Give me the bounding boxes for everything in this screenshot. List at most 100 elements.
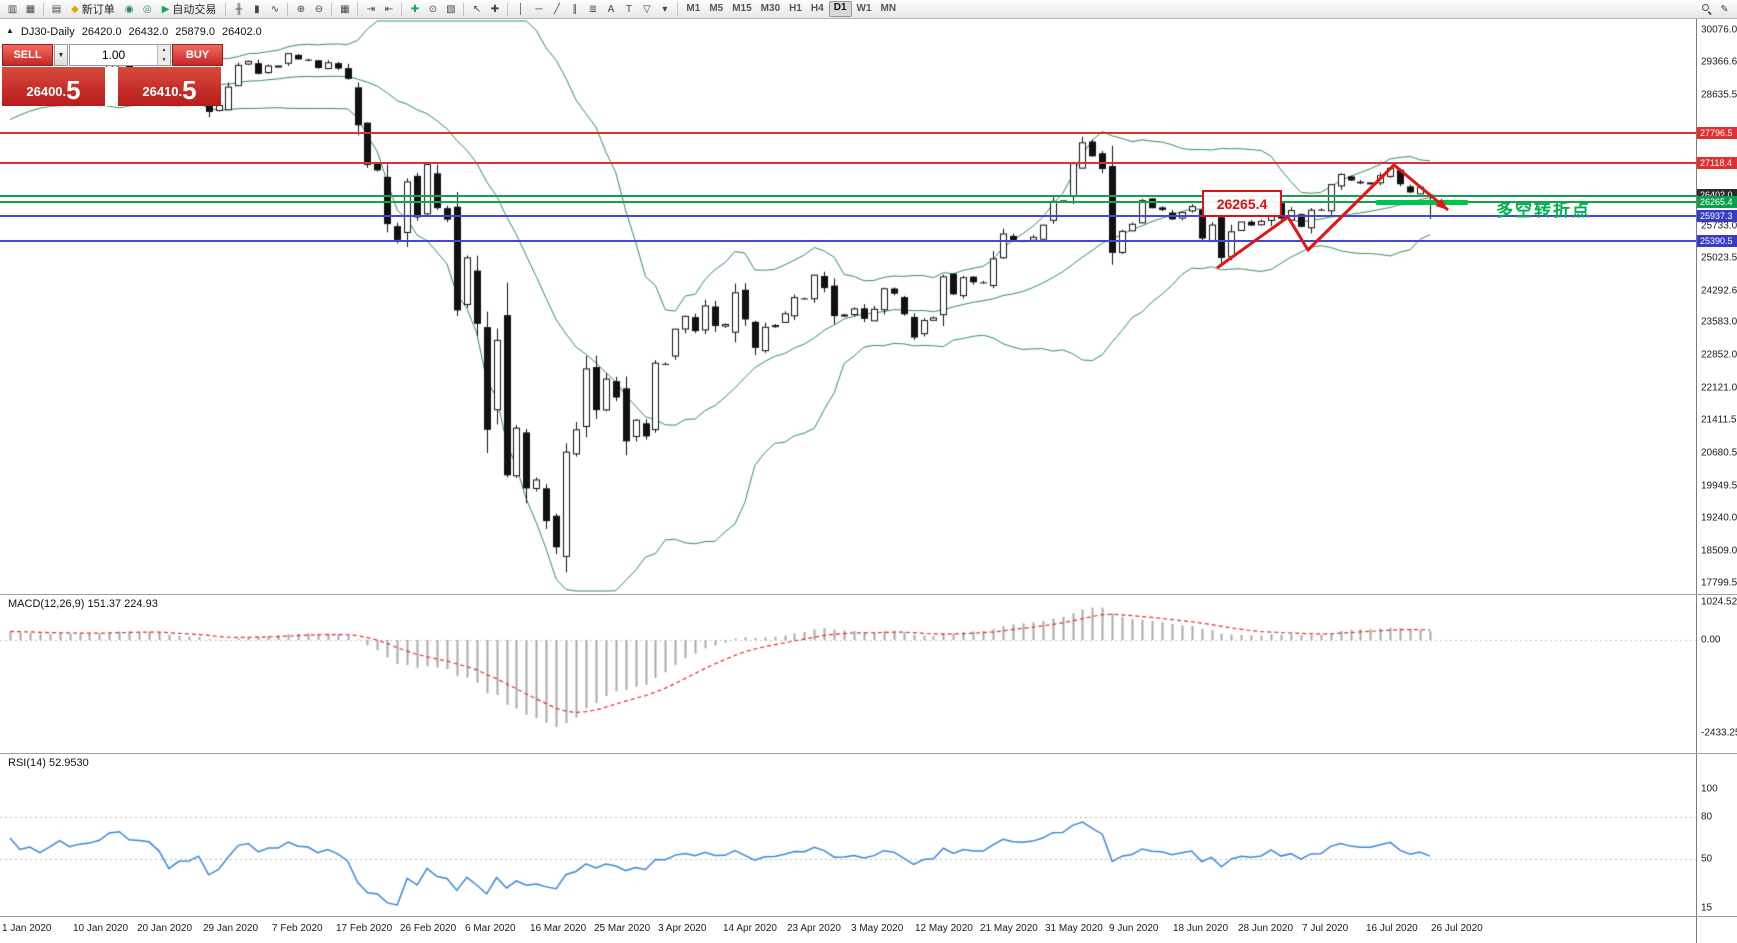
timeframe-button-m5[interactable]: M5	[709, 3, 724, 14]
date-axis-label: 7 Jul 2020	[1302, 923, 1349, 934]
horizontal-line-object[interactable]	[0, 200, 1696, 203]
date-axis-label: 6 Mar 2020	[465, 923, 516, 934]
new-order-button[interactable]: ◆ 新订单	[66, 2, 120, 17]
date-axis-label: 25 Mar 2020	[594, 923, 651, 934]
new-order-button-label: 新订单	[81, 4, 115, 16]
price-scale-label: 25023.5	[1701, 252, 1737, 264]
price-scale-label: 17799.5	[1701, 577, 1737, 589]
indicator-scale-label: 80	[1701, 811, 1713, 823]
window-tile-icon[interactable]: ▦	[25, 3, 36, 15]
price-scale-border	[1696, 19, 1697, 943]
bar-chart-icon[interactable]: ╫	[235, 3, 243, 15]
price-annotation-box[interactable]: 26265.4	[1202, 190, 1282, 217]
date-axis-label: 28 Jun 2020	[1238, 923, 1294, 934]
timeframe-button-h1[interactable]: H1	[789, 3, 802, 14]
indicator-scale-label: 15	[1701, 902, 1713, 914]
buy-button[interactable]: BUY	[172, 44, 223, 66]
date-axis-label: 26 Feb 2020	[400, 923, 457, 934]
fibonacci-icon[interactable]: ≣	[588, 3, 598, 15]
volume-input[interactable]	[70, 45, 157, 65]
timeframe-button-mn[interactable]: MN	[880, 3, 897, 14]
date-axis-label: 23 Apr 2020	[787, 923, 841, 934]
date-axis-label: 20 Jan 2020	[137, 923, 193, 934]
timeframe-button-m1[interactable]: M1	[686, 3, 701, 14]
turning-point-label[interactable]: 多空转折点	[1496, 201, 1591, 220]
toolbar-separator	[507, 2, 509, 16]
grid-icon[interactable]: ▦	[340, 3, 350, 15]
label-icon[interactable]: T	[625, 3, 632, 15]
text-icon[interactable]: A	[607, 3, 615, 15]
timeframe-button-h4[interactable]: H4	[810, 3, 824, 14]
date-axis-label: 1 Jan 2020	[2, 923, 52, 934]
pane-divider[interactable]	[0, 753, 1737, 754]
order-options-dropdown[interactable]: ▼	[54, 44, 68, 66]
market-watch-icon[interactable]: ◉	[124, 3, 134, 15]
price-tag: 25937.3	[1697, 210, 1737, 223]
toolbar-separator	[287, 2, 289, 16]
toolbar-separator	[331, 2, 333, 16]
horizontal-line-icon[interactable]: ─	[535, 3, 543, 15]
trendline-icon[interactable]: ╱	[553, 3, 560, 15]
cursor-icon[interactable]: ↖	[472, 3, 482, 15]
date-axis-label: 3 Apr 2020	[658, 923, 707, 934]
chart-profile-icon[interactable]: ▤	[51, 3, 62, 15]
search-icon[interactable]	[1698, 2, 1715, 17]
new-chart-icon[interactable]: ▥	[7, 3, 18, 15]
edit-icon[interactable]: ✎	[1720, 3, 1729, 15]
autotrading-button[interactable]: ▶ 自动交易	[157, 2, 222, 17]
add-indicator-icon[interactable]: ✚	[410, 3, 420, 15]
timeframe-button-m15[interactable]: M15	[732, 3, 752, 14]
horizontal-line-object[interactable]	[0, 215, 1696, 218]
price-scale-label: 23583.0	[1701, 316, 1737, 328]
crosshair-icon[interactable]: ✚	[490, 3, 500, 15]
arrows-dropdown-icon[interactable]: ▾	[662, 3, 668, 15]
main-toolbar: ▥ ▦ ▤ ◆ 新订单 ◉ ◎ ▶ 自动交易 ╫ ▮ ∿ ⊕ ⊖ ▦ ⇥ ⇤ ✚ ⊙ ▧ ↖ ✚ │ ─ ╱ ∥ ≣ A T ▽ ▾ M1 M5…	[0, 0, 1737, 19]
channel-icon[interactable]: ∥	[572, 3, 578, 15]
price-tag: 27118.4	[1697, 157, 1737, 170]
horizontal-line-object[interactable]	[0, 240, 1696, 243]
zoom-out-icon[interactable]: ⊖	[314, 3, 324, 15]
price-tag: 26265.4	[1697, 195, 1737, 208]
pane-divider[interactable]	[0, 916, 1737, 917]
search-icon-glyph	[1701, 4, 1712, 14]
one-click-trading-panel: SELL ▼ ▲ ▼ BUY 26400. 5 26410. 5	[2, 44, 223, 106]
line-chart-icon[interactable]: ∿	[270, 3, 280, 15]
candlestick-chart-icon[interactable]: ▮	[254, 3, 260, 15]
horizontal-line-object[interactable]	[0, 162, 1696, 165]
sell-price[interactable]: 26400. 5	[2, 67, 105, 106]
timeframe-button-m30[interactable]: M30	[760, 3, 781, 14]
macd-indicator-label: MACD(12,26,9) 151.37 224.93	[8, 598, 158, 610]
turning-point-zone-segment[interactable]	[1376, 199, 1468, 205]
templates-icon[interactable]: ▧	[446, 3, 456, 15]
symbol-period-label: DJ30-Daily	[20, 26, 75, 38]
chart-shift-icon[interactable]: ⇤	[384, 3, 394, 15]
price-scale-label: 21411.5	[1701, 414, 1737, 426]
toolbar-separator	[401, 2, 403, 16]
horizontal-line-object[interactable]	[0, 195, 1696, 198]
shapes-icon[interactable]: ▽	[643, 3, 651, 15]
sell-button[interactable]: SELL	[2, 44, 53, 66]
volume-decrease-button[interactable]: ▼	[158, 55, 170, 65]
indicator-scale-label: -2433.25	[1701, 727, 1737, 739]
buy-price[interactable]: 26410. 5	[118, 67, 221, 106]
timeframe-button-d1[interactable]: D1	[828, 1, 852, 17]
horizontal-line-object[interactable]	[0, 131, 1696, 134]
panel-collapse-icon[interactable]: ▲	[6, 26, 14, 35]
autotrading-button-icon: ▶	[161, 3, 170, 15]
vertical-line-icon[interactable]: │	[517, 3, 525, 15]
period-icon[interactable]: ⊙	[428, 3, 438, 15]
date-axis-label: 9 Jun 2020	[1109, 923, 1159, 934]
volume-increase-button[interactable]: ▲	[158, 45, 170, 55]
toolbar-separator	[463, 2, 465, 16]
date-axis-label: 26 Jul 2020	[1431, 923, 1483, 934]
zoom-in-icon[interactable]: ⊕	[296, 3, 306, 15]
pane-divider[interactable]	[0, 594, 1737, 595]
date-axis-label: 16 Jul 2020	[1366, 923, 1418, 934]
price-scale-label: 20680.5	[1701, 447, 1737, 459]
navigator-icon[interactable]: ◎	[142, 3, 152, 15]
price-scale-label: 25733.0	[1701, 220, 1737, 232]
timeframe-button-w1[interactable]: W1	[856, 3, 872, 14]
auto-scroll-icon[interactable]: ⇥	[366, 3, 376, 15]
price-scale-label: 19949.5	[1701, 480, 1737, 492]
